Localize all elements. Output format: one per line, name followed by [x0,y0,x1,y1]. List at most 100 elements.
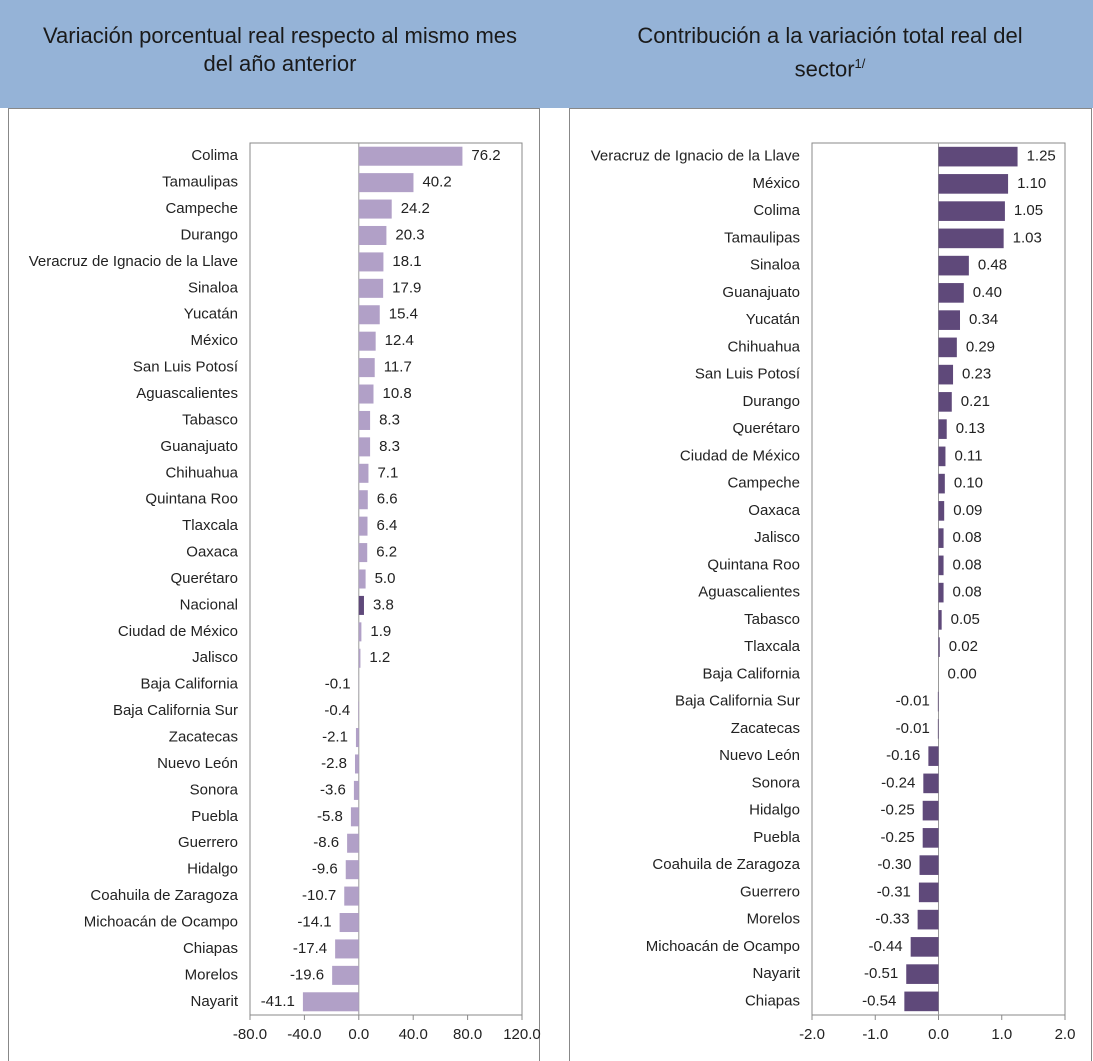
category-label: Querétaro [732,420,800,437]
title-note: 1/ [854,56,866,71]
value-label: -0.1 [325,676,351,693]
value-label: 0.02 [949,638,978,655]
category-label: Morelos [185,966,238,983]
category-label: Puebla [191,808,238,825]
bar [938,146,1018,167]
value-label: 6.2 [376,544,397,561]
value-label: 0.09 [953,502,982,519]
category-label: Chihuahua [165,464,238,481]
bar [358,569,366,589]
bar [938,610,942,630]
x-tick-label: 0.0 [928,1026,949,1043]
value-label: 0.21 [961,393,990,410]
category-label: Tlaxcala [182,517,239,534]
bar [353,780,359,800]
panel-frame [569,108,1092,1061]
bar [938,637,940,657]
value-label: 40.2 [422,174,451,191]
bar [347,833,359,853]
bar [358,410,371,430]
value-label: -14.1 [297,913,331,930]
category-label: Baja California [702,665,800,682]
bar [938,174,1009,194]
chart-title-text: Contribución a la variación total real d… [637,23,1023,82]
value-label: -5.8 [317,808,343,825]
value-label: 0.48 [978,257,1007,274]
category-label: Zacatecas [731,720,800,737]
bar [938,228,1004,249]
category-label: Puebla [753,829,800,846]
value-label: -41.1 [261,993,295,1010]
category-label: Ciudad de México [118,623,238,640]
value-label: 5.0 [375,570,396,587]
category-label: Nacional [180,596,238,613]
bar [938,446,946,467]
bar [350,807,359,827]
bar [938,364,954,385]
value-label: 0.40 [973,284,1002,301]
bar [354,754,359,774]
category-label: Campeche [165,200,238,217]
bar [358,225,387,245]
bar [355,728,359,748]
value-label: 1.2 [369,649,390,666]
bar [358,543,368,563]
bar [938,501,945,521]
value-label: -2.8 [321,755,347,772]
bar [938,419,947,439]
value-label: 1.05 [1014,202,1043,219]
category-label: Sinaloa [750,257,801,274]
category-label: Coahuila de Zaragoza [90,887,238,904]
panel-frame [8,108,540,1061]
value-label: -0.33 [875,911,909,928]
category-label: Ciudad de México [680,447,800,464]
category-label: Guanajuato [722,284,800,301]
category-label: Zacatecas [169,729,238,746]
category-label: Tamaulipas [162,174,238,191]
value-label: 0.10 [954,475,983,492]
value-label: 6.6 [377,491,398,508]
bar [906,964,939,984]
value-label: 76.2 [471,147,500,164]
bar [938,255,969,276]
category-label: Guanajuato [160,438,238,455]
category-label: Hidalgo [749,802,800,819]
bar [358,305,380,325]
bar [358,252,384,272]
bar [938,201,1005,221]
category-label: Michoacán de Ocampo [84,913,238,930]
value-label: -0.16 [886,747,920,764]
value-label: -0.01 [896,693,930,710]
value-label: -2.1 [322,729,348,746]
bar [339,913,359,933]
bar [332,965,359,985]
value-label: 18.1 [392,253,421,270]
value-label: 1.9 [370,623,391,640]
value-label: 15.4 [389,306,418,323]
category-label: Aguascalientes [136,385,238,402]
x-tick-label: -40.0 [287,1026,321,1043]
category-label: San Luis Potosí [695,366,801,383]
category-label: México [752,175,800,192]
category-label: Tamaulipas [724,229,800,246]
bar [358,358,375,378]
bar [358,701,359,721]
category-label: Nayarit [752,965,800,982]
value-label: 11.7 [384,359,412,376]
bar [358,516,368,536]
x-tick-label: -1.0 [862,1026,888,1043]
x-tick-label: 1.0 [991,1026,1012,1043]
value-label: 1.25 [1027,148,1056,165]
bar [358,384,374,404]
category-label: Querétaro [170,570,238,587]
bar [938,582,944,603]
value-label: -0.30 [877,856,911,873]
value-label: 0.00 [948,665,977,682]
bar [938,473,945,494]
category-label: Tabasco [182,411,238,428]
bar [937,719,939,739]
category-label: Sinaloa [188,279,239,296]
x-tick-label: 80.0 [453,1026,482,1043]
value-label: 17.9 [392,279,421,296]
